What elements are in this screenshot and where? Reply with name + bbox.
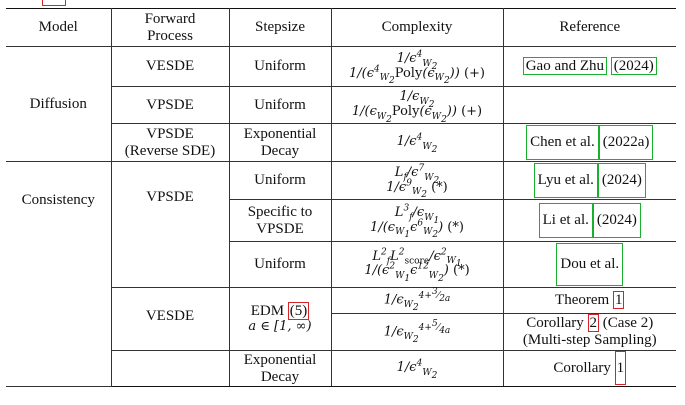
table-row: Exponential Decay 1/ϵ4W2 Corollary 1 [6, 349, 676, 388]
citation-year-link[interactable]: (2024) [610, 57, 657, 76]
table-ref-marker[interactable] [42, 0, 66, 6]
header-forward-process: Forward Process [110, 8, 230, 47]
forward-cell: VPSDE [110, 86, 230, 124]
reference-cell: Dou et al. [502, 241, 676, 288]
reference-cell: Theorem 1 [502, 286, 676, 314]
forward-cell: VESDE [110, 46, 230, 87]
header-model: Model [6, 8, 112, 47]
header-row: Model Forward Process Stepsize Complexit… [6, 8, 676, 47]
header-stepsize: Stepsize [228, 8, 332, 47]
header-complexity: Complexity [330, 8, 504, 47]
stepsize-cell: Exponential Decay [228, 349, 332, 388]
table-row: VESDE EDM (5) a ∈ [1, ∞) 1/ϵW24+3⁄2a The… [6, 286, 676, 351]
header-reference: Reference [502, 8, 676, 47]
complexity-cell: Lf/ϵ7W2 1/ϵ9W2 (*) [330, 161, 504, 200]
stepsize-cell: Uniform [228, 241, 332, 288]
complexity-cell: 1/ϵ4W2 1/(ϵ4W2Poly(ϵW2)) (+) [330, 46, 504, 87]
truncated-caption-line [40, 0, 66, 10]
forward-cell: VESDE [110, 286, 230, 351]
model-consistency: Consistency [6, 160, 112, 388]
citation-link[interactable]: Lyu et al. [533, 163, 598, 198]
stepsize-cell: EDM (5) a ∈ [1, ∞) [228, 286, 332, 351]
stepsize-cell: Uniform [228, 86, 332, 124]
table-row: Diffusion VESDE Uniform 1/ϵ4W2 1/(ϵ4W2Po… [6, 46, 676, 162]
stepsize-cell: Specific to VPSDE [228, 199, 332, 242]
table-row: VPSDE (Reverse SDE) Exponential Decay 1/… [6, 123, 676, 162]
complexity-cell: 1/ϵW2 1/(ϵW2Poly(ϵW2)) (+) [330, 86, 504, 124]
forward-cell: VPSDE [110, 161, 230, 288]
citation-year-link[interactable]: (2022a) [598, 125, 654, 160]
citation-link[interactable]: Li et al. [538, 203, 593, 238]
complexity-cell: L2fL2score/ϵ2W1 1/(ϵ2W1ϵ12W2) (*) [330, 241, 504, 288]
forward-cell: VPSDE (Reverse SDE) [110, 123, 230, 162]
forward-cell-empty [110, 349, 230, 388]
reference-cell: Corollary 1 [502, 349, 676, 388]
reference-cell: Chen et al. (2022a) [502, 123, 676, 162]
reference-cell: Corollary 2 (Case 2) (Multi-step Samplin… [502, 312, 676, 351]
reference-cell: Li et al. (2024) [502, 199, 676, 242]
complexity-cell: 1/ϵW24+5⁄4a [330, 312, 504, 351]
table-row: Specific to VPSDE L3f/ϵW1 1/(ϵW1ϵ6W2) (*… [6, 199, 676, 242]
equation-ref-link[interactable]: (5) [287, 302, 310, 321]
citation-link[interactable]: Gao and Zhu [522, 57, 608, 76]
model-diffusion: Diffusion [6, 46, 112, 162]
reference-cell: Gao and Zhu (2024) [502, 46, 676, 87]
complexity-cell: L3f/ϵW1 1/(ϵW1ϵ6W2) (*) [330, 199, 504, 242]
citation-link[interactable]: Chen et al. [526, 125, 599, 160]
complexity-cell: 1/ϵ4W2 [330, 123, 504, 162]
citation-link[interactable]: Dou et al. [556, 243, 624, 286]
stepsize-cell: Uniform [228, 46, 332, 87]
citation-year-link[interactable]: (2024) [597, 163, 646, 198]
table-row: Consistency VPSDE Uniform Lf/ϵ7W2 1/ϵ9W2… [6, 160, 676, 388]
complexity-cell: 1/ϵ4W2 [330, 349, 504, 388]
stepsize-cell: Uniform [228, 161, 332, 200]
stepsize-cell: Exponential Decay [228, 123, 332, 162]
reference-cell: Lyu et al. (2024) [502, 161, 676, 200]
reference-cell-empty [502, 86, 676, 124]
theorem-ref-link[interactable]: 1 [612, 290, 625, 309]
corollary-ref-link[interactable]: 2 [587, 314, 600, 332]
table-row: 1/ϵW24+5⁄4a Corollary 2 (Case 2) (Multi-… [6, 312, 676, 351]
comparison-table: Model Forward Process Stepsize Complexit… [6, 8, 676, 388]
complexity-cell: 1/ϵW24+3⁄2a [330, 286, 504, 314]
citation-year-link[interactable]: (2024) [592, 203, 641, 238]
corollary-ref-link[interactable]: 1 [614, 351, 627, 386]
